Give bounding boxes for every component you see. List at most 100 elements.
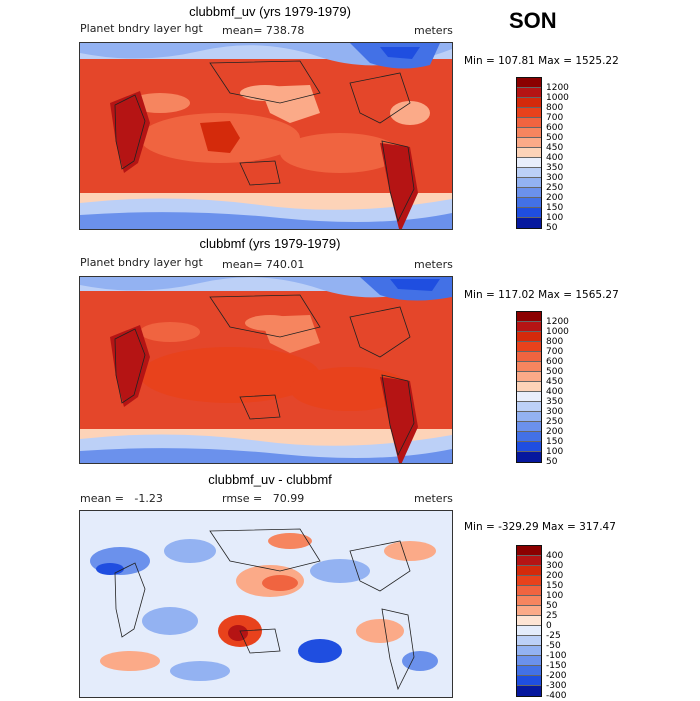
panel3-colorbar-swatch bbox=[517, 596, 541, 606]
panel1-colorbar-swatch bbox=[517, 178, 541, 188]
panel2-level-label: 1000 bbox=[546, 327, 569, 337]
panel2-level-label: 150 bbox=[546, 437, 564, 447]
season-label: SON bbox=[509, 8, 557, 33]
panel2-colorbar-swatch bbox=[517, 382, 541, 392]
panel2-colorbar-swatch bbox=[517, 372, 541, 382]
panel3-level-label: -100 bbox=[546, 651, 567, 661]
panel3-colorbar-swatch bbox=[517, 626, 541, 636]
panel1-colorbar-swatch bbox=[517, 98, 541, 108]
panel2-colorbar-swatch bbox=[517, 322, 541, 332]
panel1-level-label: 700 bbox=[546, 113, 564, 123]
panel2-mean: mean= 740.01 bbox=[222, 258, 305, 271]
panel2-colorbar-swatch bbox=[517, 342, 541, 352]
panel2-units: meters bbox=[414, 258, 453, 271]
panel2-level-label: 100 bbox=[546, 447, 564, 457]
panel3-mean: mean = -1.23 bbox=[80, 492, 163, 505]
panel3-level-label: -50 bbox=[546, 641, 561, 651]
panel2-colorbar bbox=[516, 311, 542, 463]
panel2-colorbar-swatch bbox=[517, 422, 541, 432]
panel1-colorbar-swatch bbox=[517, 138, 541, 148]
panel2-level-label: 450 bbox=[546, 377, 564, 387]
panel3-colorbar-swatch bbox=[517, 566, 541, 576]
panel3-colorbar bbox=[516, 545, 542, 697]
panel1-level-label: 250 bbox=[546, 183, 564, 193]
panel1-colorbar bbox=[516, 77, 542, 229]
panel2-level-label: 1200 bbox=[546, 317, 569, 327]
panel3-colorbar-swatch bbox=[517, 556, 541, 566]
panel1-level-label: 300 bbox=[546, 173, 564, 183]
panel1-level-label: 200 bbox=[546, 193, 564, 203]
panel1-level-label: 150 bbox=[546, 203, 564, 213]
panel1-colorbar-swatch bbox=[517, 158, 541, 168]
panel1-colorbar-swatch bbox=[517, 168, 541, 178]
panel1-colorbar-swatch bbox=[517, 128, 541, 138]
panel2-map bbox=[79, 276, 453, 464]
panel2-level-label: 500 bbox=[546, 367, 564, 377]
panel1-level-label: 800 bbox=[546, 103, 564, 113]
panel2-colorbar-swatch bbox=[517, 352, 541, 362]
panel1-level-label: 450 bbox=[546, 143, 564, 153]
panel3-colorbar-swatch bbox=[517, 616, 541, 626]
panel1-units: meters bbox=[414, 24, 453, 37]
panel1-colorbar-swatch bbox=[517, 198, 541, 208]
panel1-colorbar-swatch bbox=[517, 188, 541, 198]
panel3-colorbar-swatch bbox=[517, 576, 541, 586]
panel1-level-label: 600 bbox=[546, 123, 564, 133]
panel1-colorbar-swatch bbox=[517, 108, 541, 118]
panel1-colorbar-swatch bbox=[517, 208, 541, 218]
panel3-level-label: 100 bbox=[546, 591, 564, 601]
panel1-variable-label: Planet bndry layer hgt bbox=[80, 22, 203, 35]
panel3-level-label: -300 bbox=[546, 681, 567, 691]
panel2-level-label: 400 bbox=[546, 387, 564, 397]
panel1-level-label: 500 bbox=[546, 133, 564, 143]
panel3-level-label: -200 bbox=[546, 671, 567, 681]
panel1-level-label: 400 bbox=[546, 153, 564, 163]
panel3-level-label: 300 bbox=[546, 561, 564, 571]
panel2-colorbar-swatch bbox=[517, 392, 541, 402]
panel2-colorbar-swatch bbox=[517, 442, 541, 452]
panel1-level-label: 350 bbox=[546, 163, 564, 173]
panel2-colorbar-swatch bbox=[517, 432, 541, 442]
panel1-colorbar-labels: 1200 1000 800 700 600 500 450 400 350 30… bbox=[546, 83, 569, 233]
panel1-level-label: 1200 bbox=[546, 83, 569, 93]
panel3-level-label: -25 bbox=[546, 631, 561, 641]
panel3-colorbar-swatch bbox=[517, 546, 541, 556]
panel1-minmax: Min = 107.81 Max = 1525.22 bbox=[464, 55, 619, 67]
panel3-level-label: -150 bbox=[546, 661, 567, 671]
panel2-level-label: 700 bbox=[546, 347, 564, 357]
panel2-level-label: 300 bbox=[546, 407, 564, 417]
panel1-title: clubbmf_uv (yrs 1979-1979) bbox=[189, 4, 351, 19]
panel1-level-label: 100 bbox=[546, 213, 564, 223]
panel1-mean: mean= 738.78 bbox=[222, 24, 305, 37]
panel1-colorbar-swatch bbox=[517, 148, 541, 158]
panel2-minmax: Min = 117.02 Max = 1565.27 bbox=[464, 289, 619, 301]
panel3-colorbar-swatch bbox=[517, 646, 541, 656]
panel2-colorbar-swatch bbox=[517, 332, 541, 342]
panel1-colorbar-swatch bbox=[517, 88, 541, 98]
panel1-colorbar-swatch bbox=[517, 218, 541, 228]
panel3-colorbar-swatch bbox=[517, 586, 541, 596]
panel2-level-label: 600 bbox=[546, 357, 564, 367]
panel3-units: meters bbox=[414, 492, 453, 505]
panel1-colorbar-swatch bbox=[517, 78, 541, 88]
panel2-level-label: 350 bbox=[546, 397, 564, 407]
panel3-colorbar-swatch bbox=[517, 686, 541, 696]
panel2-colorbar-swatch bbox=[517, 312, 541, 322]
panel2-level-label: 800 bbox=[546, 337, 564, 347]
panel2-colorbar-swatch bbox=[517, 402, 541, 412]
panel3-rmse: rmse = 70.99 bbox=[222, 492, 305, 505]
panel2-level-label: 250 bbox=[546, 417, 564, 427]
panel3-level-label: 25 bbox=[546, 611, 558, 621]
panel3-level-label: 50 bbox=[546, 601, 558, 611]
panel2-colorbar-swatch bbox=[517, 412, 541, 422]
panel3-colorbar-swatch bbox=[517, 656, 541, 666]
panel3-colorbar-swatch bbox=[517, 676, 541, 686]
panel3-minmax: Min = -329.29 Max = 317.47 bbox=[464, 521, 616, 533]
panel3-level-label: 150 bbox=[546, 581, 564, 591]
panel1-map bbox=[79, 42, 453, 230]
panel3-level-label: -400 bbox=[546, 691, 567, 701]
panel1-colorbar-swatch bbox=[517, 118, 541, 128]
panel1-level-label: 1000 bbox=[546, 93, 569, 103]
panel1-level-label: 50 bbox=[546, 223, 558, 233]
panel3-colorbar-swatch bbox=[517, 636, 541, 646]
